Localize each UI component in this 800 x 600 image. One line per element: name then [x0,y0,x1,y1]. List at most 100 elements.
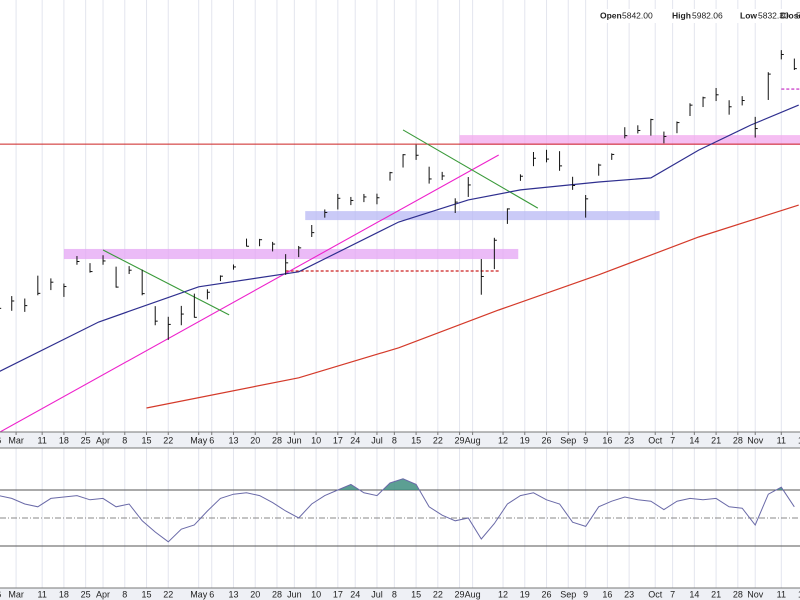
x-tick-label: 14 [689,589,699,599]
x-tick-label: Nov [747,589,764,599]
x-tick-label: 11 [777,589,786,599]
axes: 6 6 Mar Mar 11 11 18 18 25 25 Apr Apr 8 8 15 15 22 22 May M… [0,432,800,599]
overbought-fill [0,478,795,490]
x-tick-label: Apr [96,435,110,445]
x-tick-label: 16 [602,435,612,445]
x-tick-label: 28 [733,589,743,599]
readout-value: 5832.30 [758,10,789,20]
x-tick-label: 11 [38,589,47,599]
zone [459,135,800,145]
x-tick-label: 22 [163,589,173,599]
x-tick-label: 24 [350,435,360,445]
x-tick-label: Mar [8,435,24,445]
x-tick-label: 21 [711,435,721,445]
readout-label: Open [600,10,622,20]
x-tick-label: 13 [228,435,238,445]
readout-label: High [672,10,691,20]
x-tick-label: 8 [392,435,397,445]
x-tick-label: 12 [498,589,508,599]
x-tick-label: Jul [371,435,383,445]
x-tick-label: 6 [0,435,1,445]
x-tick-label: Sep [560,435,576,445]
x-tick-label: Mar [8,589,24,599]
x-tick-label: 20 [250,589,260,599]
x-tick-label: 22 [433,435,443,445]
x-tick-label: Apr [96,589,110,599]
x-tick-label: 7 [670,589,675,599]
x-tick-label: 22 [433,589,443,599]
x-tick-label: Aug [465,435,481,445]
x-tick-label: 7 [670,435,675,445]
x-tick-label: 18 [798,435,800,445]
x-tick-label: 15 [142,435,152,445]
x-tick-label: 6 [209,589,214,599]
x-tick-label: Aug [465,589,481,599]
trendline [402,129,539,209]
x-tick-label: 22 [163,435,173,445]
x-tick-label: Sep [560,589,576,599]
readout-value: 5982.06 [692,10,723,20]
moving-average [146,204,799,409]
x-tick-label: Oct [648,589,663,599]
x-tick-label: Jul [371,589,383,599]
x-tick-label: 16 [602,589,612,599]
x-tick-label: 12 [498,435,508,445]
x-tick-label: 29 [455,589,465,599]
moving-average [0,104,799,372]
x-tick-label: May [190,435,208,445]
x-tick-label: 29 [455,435,465,445]
zone [305,211,660,221]
trendline [102,249,230,316]
x-tick-label: 6 [209,435,214,445]
readout-background [596,9,800,23]
x-tick-label: 15 [411,435,421,445]
x-tick-label: 9 [583,435,588,445]
readout-label: Low [740,10,757,20]
x-tick-label: 20 [250,435,260,445]
readout-value: 5842.00 [622,10,653,20]
indicator-panel [0,478,800,547]
x-tick-label: 23 [624,589,634,599]
x-tick-label: 17 [333,589,343,599]
x-tick-label: 11 [38,435,47,445]
x-tick-label: 25 [81,435,91,445]
x-tick-label: Jun [287,589,302,599]
x-tick-label: 10 [311,589,321,599]
x-tick-label: 18 [59,435,69,445]
trendline [0,154,499,432]
price-panel [0,50,800,432]
x-tick-label: 26 [542,589,552,599]
x-tick-label: Jun [287,435,302,445]
x-tick-label: 19 [520,435,530,445]
x-tick-label: 9 [583,589,588,599]
x-tick-label: 17 [333,435,343,445]
x-tick-label: Nov [747,435,764,445]
x-tick-label: 18 [59,589,69,599]
x-tick-label: 15 [142,589,152,599]
x-tick-label: May [190,589,208,599]
x-tick-label: Oct [648,435,663,445]
zone [63,248,519,260]
x-axis-strip [0,588,800,600]
x-tick-label: 15 [411,589,421,599]
x-tick-label: 28 [733,435,743,445]
readout-value: 59 [796,10,800,20]
x-tick-label: 19 [520,589,530,599]
x-tick-label: 6 [0,589,1,599]
indicator-line [0,478,795,543]
ohlc-readout: Open 5842.00 High 5982.06 Low 5832.30 Cl… [596,9,800,23]
x-tick-label: 13 [228,589,238,599]
x-tick-label: 10 [311,435,321,445]
x-tick-label: 23 [624,435,634,445]
x-tick-label: 18 [798,589,800,599]
x-tick-label: 28 [272,589,282,599]
x-axis-strip [0,432,800,448]
x-tick-label: 26 [542,435,552,445]
x-tick-label: 8 [122,589,127,599]
x-tick-label: 24 [350,589,360,599]
x-tick-label: 11 [777,435,786,445]
x-tick-label: 28 [272,435,282,445]
